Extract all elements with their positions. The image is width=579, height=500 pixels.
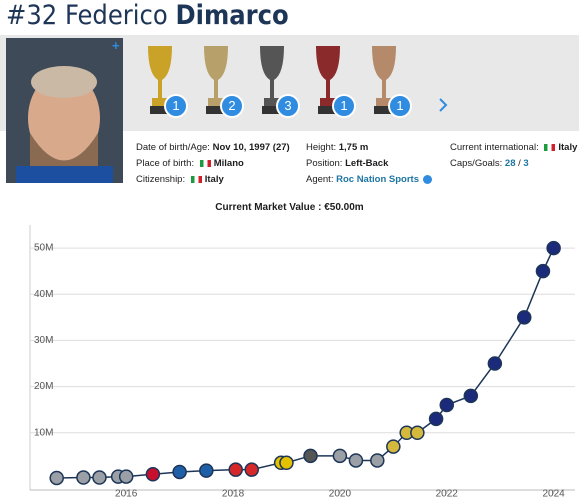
- club-marker[interactable]: [244, 462, 259, 477]
- club-marker[interactable]: [428, 411, 444, 427]
- trophy-count: 2: [220, 94, 244, 118]
- flag: [199, 159, 211, 167]
- info-row: Current international: Italy: [450, 142, 577, 153]
- y-tick-label: 50M: [34, 243, 53, 254]
- info-value: Milano: [213, 158, 244, 169]
- y-tick-label: 10M: [34, 427, 53, 438]
- club-marker[interactable]: [172, 464, 187, 480]
- x-tick-label: 2022: [436, 489, 459, 500]
- chart-title: Current Market Value : €50.00m: [215, 202, 364, 213]
- info-value: /: [518, 158, 521, 169]
- value-line: [56, 247, 555, 479]
- club-marker[interactable]: [303, 448, 318, 464]
- club-marker[interactable]: [410, 425, 425, 441]
- y-tick-label: 40M: [34, 289, 53, 300]
- add-icon[interactable]: +: [112, 38, 120, 53]
- club-marker[interactable]: [516, 310, 532, 325]
- trophy-count: 3: [276, 94, 300, 118]
- player-header: #32 Federico Dimarco: [6, 0, 289, 31]
- trophy-icon: [204, 46, 228, 114]
- info-label: Place of birth:: [136, 158, 195, 169]
- club-marker[interactable]: [332, 448, 348, 464]
- info-value: Left-Back: [345, 158, 389, 169]
- info-row: Agent: Roc Nation Sports: [306, 174, 432, 185]
- club-marker[interactable]: [92, 470, 107, 485]
- info-value: Roc Nation Sports: [336, 174, 419, 185]
- trophy-icon: [260, 46, 284, 114]
- trophy: 3: [250, 40, 300, 120]
- trophy-icon: [316, 46, 340, 114]
- info-row: Position: Left-Back: [306, 158, 388, 169]
- club-marker[interactable]: [279, 455, 294, 471]
- info-value: 1,75 m: [338, 142, 369, 153]
- info-row: Citizenship: Italy: [136, 174, 224, 185]
- x-tick-label: 2018: [222, 489, 245, 500]
- info-value: 3: [523, 158, 529, 169]
- trophy-icon: [148, 46, 172, 114]
- info-label: Agent:: [306, 174, 334, 185]
- info-value: Italy: [204, 174, 224, 185]
- trophy-count: 1: [388, 94, 412, 118]
- club-marker[interactable]: [228, 462, 243, 477]
- trophy-count: 1: [332, 94, 356, 118]
- info-label: Height:: [306, 142, 337, 153]
- verified-icon: [422, 174, 432, 184]
- club-marker[interactable]: [463, 388, 479, 404]
- chart: 10M 20M 30M 40M 50M 2016 2018 2020 2022 2024: [29, 225, 575, 500]
- info-label: Citizenship:: [136, 174, 186, 185]
- info-label: Caps/Goals:: [450, 158, 503, 169]
- info-row: Caps/Goals: 28 / 3: [450, 158, 529, 169]
- info-value: Italy: [558, 142, 578, 153]
- club-marker[interactable]: [535, 263, 551, 279]
- club-marker[interactable]: [348, 453, 364, 468]
- info-value: Nov 10, 1997 (27): [212, 142, 290, 153]
- club-marker[interactable]: [386, 439, 401, 454]
- club-marker[interactable]: [118, 469, 134, 484]
- club-marker[interactable]: [199, 463, 214, 478]
- photo-art: [6, 38, 123, 183]
- y-tick-label: 30M: [34, 335, 53, 346]
- info-label: Date of birth/Age:: [136, 142, 210, 153]
- info-row: Place of birth: Milano: [136, 158, 244, 169]
- club-marker[interactable]: [546, 240, 561, 256]
- club-marker[interactable]: [145, 467, 161, 482]
- player-photo[interactable]: [6, 38, 123, 183]
- info-label: Position:: [306, 158, 343, 169]
- club-marker[interactable]: [49, 470, 64, 486]
- trophy: 1: [362, 40, 412, 120]
- info-row: Date of birth/Age: Nov 10, 1997 (27): [136, 142, 290, 153]
- club-marker[interactable]: [487, 356, 503, 371]
- flag: [190, 175, 202, 183]
- club-marker[interactable]: [370, 453, 385, 468]
- flag: [544, 143, 556, 151]
- trophy: 1: [306, 40, 356, 120]
- x-tick-label: 2024: [543, 489, 566, 500]
- shirt-number: #32: [6, 0, 58, 31]
- info-label: Current international:: [450, 142, 539, 153]
- y-tick-label: 20M: [34, 381, 53, 392]
- first-name: Federico: [64, 0, 168, 31]
- club-marker[interactable]: [439, 397, 455, 413]
- trophy-icon: [372, 46, 396, 114]
- x-tick-label: 2020: [329, 489, 352, 500]
- club-marker[interactable]: [76, 470, 91, 485]
- x-tick-label: 2016: [115, 489, 138, 500]
- info-row: Height: 1,75 m: [306, 142, 368, 153]
- next-arrow[interactable]: [437, 97, 449, 113]
- trophy: 2: [194, 40, 244, 120]
- trophy: 1: [138, 40, 188, 120]
- trophy-count: 1: [164, 94, 188, 118]
- last-name: Dimarco: [175, 0, 289, 31]
- info-value: 28: [504, 158, 516, 169]
